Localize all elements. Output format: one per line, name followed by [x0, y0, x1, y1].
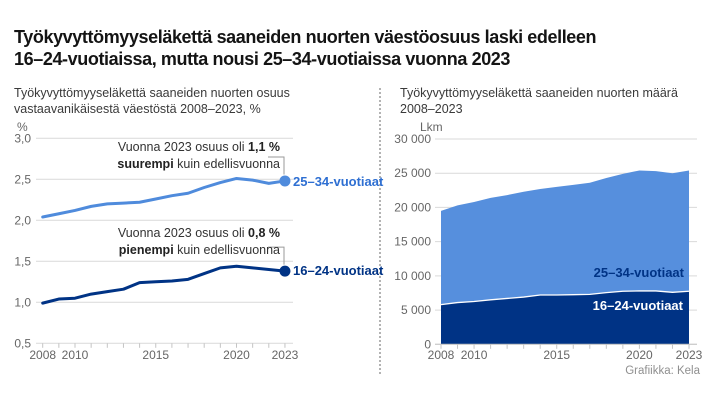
- x-tick-label: 2020: [223, 348, 250, 362]
- x-tick-label: 2020: [626, 348, 653, 362]
- y-tick-label: 25 000: [394, 166, 431, 180]
- stack-boundary: [440, 290, 690, 306]
- x-tick-label: 2010: [62, 348, 89, 362]
- y-tick-label: 3,0: [14, 131, 31, 145]
- data-line-16-24: [41, 264, 287, 305]
- x-tick-label: 2015: [142, 348, 169, 362]
- data-line-25-34: [41, 176, 287, 219]
- area-16-24: [441, 290, 689, 345]
- left-y-axis-unit: %: [17, 120, 28, 134]
- vertical-dotted-divider: [379, 88, 381, 374]
- x-tick-label: 2010: [461, 348, 488, 362]
- line-end-dot: [279, 175, 291, 187]
- title-line-1: Työkyvyttömyyseläkettä saaneiden nuorten…: [14, 27, 597, 47]
- x-tick-label: 2023: [272, 348, 299, 362]
- x-tick-label: 2015: [543, 348, 570, 362]
- series-label-25-34: 25–34-vuotiaat: [293, 174, 384, 189]
- y-tick-label: 20 000: [394, 200, 431, 214]
- y-tick-label: 2,0: [14, 213, 31, 227]
- right-chart-subtitle: Työkyvyttömyyseläkettä saaneiden nuorten…: [400, 86, 678, 116]
- page-title: Työkyvyttömyyseläkettä saaneiden nuorten…: [14, 26, 674, 70]
- y-tick-label: 15 000: [394, 235, 431, 249]
- stacked-area-chart-number-of-recipients: 0 5 000 10 000 15 000 20 000 25 000 30 000 2008…: [394, 132, 703, 362]
- x-tick-label: 2008: [29, 348, 56, 362]
- x-tick-label: 2023: [676, 348, 703, 362]
- y-tick-label: 10 000: [394, 269, 431, 283]
- y-tick-label: 2,5: [14, 172, 31, 186]
- y-tick-label: 1,0: [14, 295, 31, 309]
- y-tick-label: 0,5: [14, 336, 31, 350]
- annotation-connector: [268, 156, 285, 175]
- line-end-dot: [279, 265, 291, 277]
- right-y-axis-unit: Lkm: [420, 120, 443, 134]
- y-tick-label: 30 000: [394, 132, 431, 146]
- line-chart-share-of-population: 0,5 1,0 1,5 2,0 2,5 3,0 2008 2010 2015 2020 2023: [14, 131, 299, 362]
- graphics-credit: Grafiikka: Kela: [625, 365, 700, 377]
- annotation-25-34-change: Vuonna 2023 osuus oli 1,1 % suurempi kui…: [117, 140, 280, 171]
- title-line-2: 16–24-vuotiaissa, mutta nousi 25–34-vuot…: [14, 49, 511, 69]
- y-tick-label: 0: [424, 337, 431, 351]
- series-label-16-24: 16–24-vuotiaat: [293, 263, 384, 278]
- left-chart-subtitle: Työkyvyttömyyseläkettä saaneiden nuorten…: [14, 86, 290, 116]
- annotation-connector: [268, 246, 285, 265]
- area-label-25-34: 25–34-vuotiaat: [593, 265, 684, 280]
- annotation-16-24-change: Vuonna 2023 osuus oli 0,8 % pienempi kui…: [117, 226, 280, 257]
- x-tick-label: 2008: [428, 348, 455, 362]
- y-tick-label: 1,5: [14, 254, 31, 268]
- area-label-16-24: 16–24-vuotiaat: [592, 298, 683, 313]
- area-25-34: [441, 170, 689, 305]
- y-tick-label: 5 000: [401, 303, 431, 317]
